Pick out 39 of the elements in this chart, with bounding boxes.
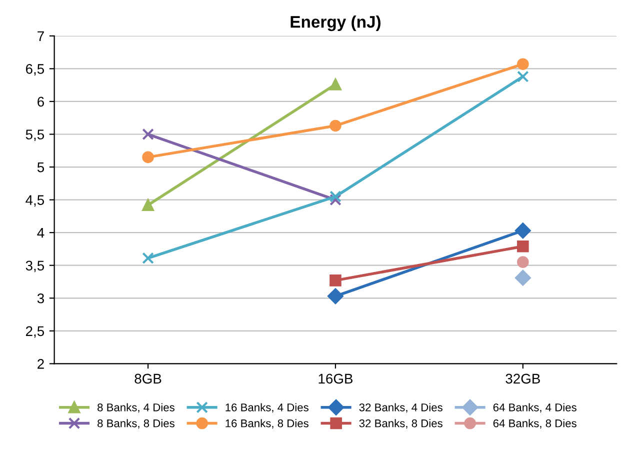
chart-title: Energy (nJ) <box>290 16 380 32</box>
point <box>142 151 154 164</box>
legend-label: 8 Banks, 8 Dies <box>98 419 174 429</box>
y-tick-label: 2,5 <box>26 326 44 338</box>
point <box>514 270 531 286</box>
y-tick-label: 7 <box>38 31 44 41</box>
y-tick-label: 4,5 <box>26 195 44 207</box>
point <box>517 256 529 268</box>
point <box>330 194 342 206</box>
point <box>142 252 154 264</box>
point <box>517 58 529 70</box>
x-tick-label: 16GB <box>318 374 352 384</box>
point <box>330 78 342 90</box>
point <box>330 120 342 132</box>
point <box>517 70 529 82</box>
legend-label: 32 Banks, 4 Dies <box>359 403 442 413</box>
x-tick-label: 32GB <box>506 374 540 384</box>
x-tick-label: 8GB <box>134 374 162 384</box>
y-tick-label: 4 <box>37 228 44 238</box>
y-tick-label: 6 <box>38 96 44 107</box>
point <box>328 288 344 304</box>
y-tick-label: 2 <box>38 359 44 369</box>
legend-label: 64 Banks, 8 Dies <box>493 419 576 429</box>
point <box>142 199 154 211</box>
point <box>142 128 154 140</box>
legend-label: 16 Banks, 8 Dies <box>226 419 308 429</box>
legend-label: 16 Banks, 4 Dies <box>226 403 308 413</box>
point <box>517 240 529 252</box>
legend-label: 64 Banks, 4 Dies <box>493 403 576 413</box>
y-tick-label: 5 <box>37 162 44 172</box>
legend-label: 8 Banks, 4 Dies <box>98 403 174 413</box>
point <box>330 190 342 202</box>
point <box>514 222 531 239</box>
y-tick-label: 6,5 <box>26 64 44 76</box>
legend-label: 32 Banks, 8 Dies <box>359 419 442 429</box>
y-tick-label: 3 <box>37 293 44 304</box>
y-tick-label: 5,5 <box>26 130 44 142</box>
point <box>330 274 342 286</box>
y-tick-label: 3,5 <box>26 260 44 272</box>
